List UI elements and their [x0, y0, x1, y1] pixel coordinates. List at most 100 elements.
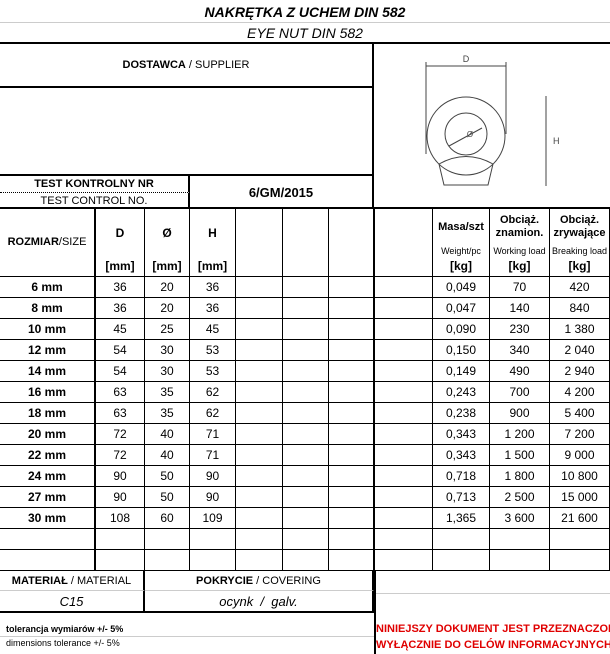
- unit-bl: [kg]: [550, 257, 610, 277]
- table-cell: 20: [145, 277, 190, 298]
- table-cell: 700: [490, 382, 550, 403]
- unit-o: [mm]: [145, 257, 190, 277]
- table-cell: [283, 340, 329, 361]
- supplier-label-en: SUPPLIER: [195, 59, 250, 71]
- table-cell: 0,049: [433, 277, 490, 298]
- table-cell: [375, 550, 433, 571]
- col-bl: Obciąż. zrywające: [550, 209, 610, 245]
- table-cell: [329, 466, 375, 487]
- table-cell: [433, 550, 490, 571]
- table-cell: [236, 550, 283, 571]
- table-cell: [96, 529, 145, 550]
- test-label-en: TEST CONTROL NO.: [0, 193, 190, 209]
- table-cell: [190, 550, 236, 571]
- table-cell: [375, 466, 433, 487]
- table-cell: 0,713: [433, 487, 490, 508]
- table-cell: [329, 340, 375, 361]
- table-cell: [375, 319, 433, 340]
- table-cell: [375, 424, 433, 445]
- col-bl-en: Breaking load: [550, 245, 610, 257]
- table-cell: 1 500: [490, 445, 550, 466]
- size-cell: 14 mm: [0, 361, 96, 382]
- table-cell: 15 000: [550, 487, 610, 508]
- table-cell: [490, 529, 550, 550]
- unit-d: [mm]: [96, 257, 145, 277]
- table-cell: 2 940: [550, 361, 610, 382]
- covering-label: POKRYCIE / COVERING: [145, 571, 374, 591]
- table-cell: [329, 298, 375, 319]
- table-cell: 0,090: [433, 319, 490, 340]
- size-cell: 10 mm: [0, 319, 96, 340]
- table-cell: 54: [96, 361, 145, 382]
- table-cell: [236, 508, 283, 529]
- table-cell: 53: [190, 340, 236, 361]
- table-cell: 7 200: [550, 424, 610, 445]
- table-cell: 25: [145, 319, 190, 340]
- table-cell: 62: [190, 382, 236, 403]
- table-cell: [283, 277, 329, 298]
- unit-mass: [kg]: [433, 257, 490, 277]
- table-cell: 340: [490, 340, 550, 361]
- table-cell: 230: [490, 319, 550, 340]
- table-cell: [375, 277, 433, 298]
- table-cell: 45: [96, 319, 145, 340]
- table-cell: [145, 550, 190, 571]
- table-cell: 70: [490, 277, 550, 298]
- blank-header: [329, 209, 375, 277]
- test-number: 6/GM/2015: [190, 176, 374, 209]
- size-cell: 16 mm: [0, 382, 96, 403]
- table-cell: [283, 403, 329, 424]
- supplier-header: DOSTAWCA / SUPPLIER: [0, 44, 374, 88]
- table-cell: [329, 445, 375, 466]
- table-cell: 2 040: [550, 340, 610, 361]
- blank-header: [283, 209, 329, 277]
- blank-header: [236, 209, 283, 277]
- table-cell: 109: [190, 508, 236, 529]
- notice-line2: WYŁĄCZNIE DO CELÓW INFORMACYJNYCH,: [376, 639, 610, 651]
- table-cell: 108: [96, 508, 145, 529]
- table-cell: [236, 382, 283, 403]
- table-cell: [329, 550, 375, 571]
- table-cell: [433, 529, 490, 550]
- table-cell: 50: [145, 487, 190, 508]
- covering-pl: POKRYCIE: [196, 574, 254, 587]
- table-cell: [236, 319, 283, 340]
- table-cell: 54: [96, 340, 145, 361]
- table-cell: [550, 529, 610, 550]
- size-cell: 12 mm: [0, 340, 96, 361]
- table-cell: [329, 319, 375, 340]
- notice-area: NINIEJSZY DOKUMENT JEST PRZEZNACZONY WYŁ…: [374, 571, 610, 654]
- table-cell: [236, 403, 283, 424]
- covering-value: ocynk / galv.: [145, 591, 374, 613]
- notice-line1: NINIEJSZY DOKUMENT JEST PRZEZNACZONY: [376, 623, 610, 635]
- table-cell: 1 800: [490, 466, 550, 487]
- table-cell: 21 600: [550, 508, 610, 529]
- table-cell: 4 200: [550, 382, 610, 403]
- table-cell: [375, 445, 433, 466]
- size-pl: ROZMIAR: [7, 236, 59, 248]
- diagram-d: D: [463, 54, 470, 64]
- blank-header: [375, 209, 433, 277]
- supplier-field[interactable]: [0, 88, 374, 176]
- test-label-pl: TEST KONTROLNY NR: [0, 176, 190, 193]
- table-top-rule: [0, 207, 610, 209]
- table-cell: [329, 529, 375, 550]
- table-cell: [283, 508, 329, 529]
- size-cell: 8 mm: [0, 298, 96, 319]
- table-cell: [329, 424, 375, 445]
- table-cell: [283, 298, 329, 319]
- table-cell: [236, 361, 283, 382]
- table-cell: 36: [96, 298, 145, 319]
- table-cell: [283, 319, 329, 340]
- table-cell: 90: [96, 487, 145, 508]
- table-cell: 72: [96, 445, 145, 466]
- table-cell: 0,238: [433, 403, 490, 424]
- size-cell: [0, 550, 96, 571]
- size-cell: 20 mm: [0, 424, 96, 445]
- tolerance-en: dimensions tolerance +/- 5%: [0, 636, 374, 650]
- table-cell: 63: [96, 382, 145, 403]
- table-cell: [283, 424, 329, 445]
- table-cell: 9 000: [550, 445, 610, 466]
- size-cell: 24 mm: [0, 466, 96, 487]
